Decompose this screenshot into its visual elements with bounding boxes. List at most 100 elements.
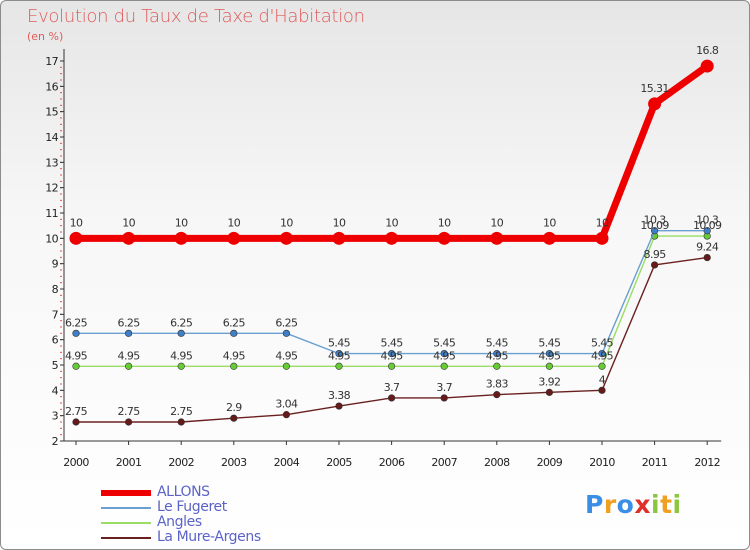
- x-tick-label: 2005: [326, 456, 352, 469]
- y-minor-tick: [60, 92, 62, 94]
- data-point: [542, 231, 556, 245]
- y-minor-tick: [60, 370, 62, 372]
- y-minor-tick: [60, 421, 62, 423]
- data-point: [703, 227, 711, 235]
- data-point: [124, 329, 133, 337]
- legend-swatch: [101, 490, 151, 496]
- data-point: [335, 402, 343, 410]
- data-point: [650, 261, 659, 269]
- y-minor-tick: [60, 434, 62, 436]
- y-tick-label: 3: [52, 410, 59, 423]
- data-point: [388, 362, 396, 370]
- data-point: [440, 350, 448, 358]
- data-point: [69, 231, 83, 245]
- y-tick-label: 5: [52, 359, 59, 372]
- y-minor-tick: [60, 199, 62, 201]
- y-minor-tick: [60, 427, 62, 429]
- y-minor-tick: [60, 149, 62, 151]
- y-minor-tick: [60, 256, 62, 258]
- y-minor-tick: [60, 98, 62, 100]
- data-label: 4: [599, 373, 606, 386]
- data-label: 2.75: [118, 405, 141, 418]
- legend-label: ALLONS: [157, 484, 210, 500]
- data-label: 10: [333, 216, 346, 229]
- data-label: 5.45: [591, 337, 614, 350]
- y-minor-tick: [60, 282, 62, 284]
- data-point: [648, 97, 662, 111]
- data-point: [72, 329, 80, 337]
- legend-label: La Mure-Argens: [157, 529, 261, 545]
- y-minor-tick: [60, 104, 62, 106]
- legend-swatch: [101, 522, 151, 524]
- data-label: 3.7: [436, 381, 452, 394]
- y-minor-tick: [60, 351, 62, 353]
- data-label: 5.45: [433, 337, 456, 350]
- data-point: [177, 329, 185, 337]
- y-minor-tick: [60, 218, 62, 220]
- data-point: [279, 231, 293, 245]
- y-minor-tick: [60, 402, 62, 404]
- data-label: 10: [543, 216, 556, 229]
- y-tick-label: 15: [45, 106, 58, 119]
- data-label: 4.95: [170, 349, 193, 362]
- y-minor-tick: [60, 332, 62, 334]
- legend-item: La Mure-Argens: [101, 529, 361, 545]
- data-label: 5.45: [538, 337, 561, 350]
- data-point: [493, 362, 501, 370]
- data-point: [437, 231, 451, 245]
- data-point: [282, 329, 291, 337]
- y-minor-tick: [60, 269, 62, 271]
- data-point: [490, 231, 504, 245]
- data-point: [282, 362, 291, 370]
- data-label: 10.09: [640, 219, 669, 232]
- x-tick-label: 2004: [274, 456, 300, 469]
- data-point: [230, 362, 238, 370]
- data-point: [122, 231, 136, 245]
- y-tick-label: 4: [52, 384, 59, 397]
- data-label: 2.75: [65, 405, 88, 418]
- data-label: 3.83: [486, 378, 509, 391]
- data-point: [493, 350, 501, 358]
- data-label: 4.95: [328, 349, 351, 362]
- data-label: 4.95: [433, 349, 456, 362]
- chart-legend: ALLONS Le Fugeret Angles La Mure-Argens: [101, 484, 361, 545]
- y-minor-tick: [60, 73, 62, 75]
- logo-letter: r: [603, 490, 617, 519]
- y-minor-tick: [60, 408, 62, 410]
- data-label: 6.25: [170, 316, 193, 329]
- y-minor-tick: [60, 66, 62, 68]
- data-label: 10: [227, 216, 240, 229]
- data-point: [282, 411, 291, 419]
- data-label: 3.7: [384, 381, 400, 394]
- data-label: 4.95: [118, 349, 141, 362]
- y-minor-tick: [60, 244, 62, 246]
- y-minor-tick: [60, 326, 62, 328]
- y-tick-label: 2: [52, 435, 58, 448]
- data-label: 4.95: [65, 349, 88, 362]
- data-label: 9.24: [696, 241, 719, 254]
- data-label: 10: [175, 216, 188, 229]
- data-point: [230, 329, 238, 337]
- data-point: [72, 362, 80, 370]
- y-minor-tick: [60, 193, 62, 195]
- data-label: 10: [438, 216, 451, 229]
- y-minor-tick: [60, 396, 62, 398]
- logo-letter: o: [616, 490, 635, 519]
- data-label: 10.3: [644, 214, 667, 227]
- y-minor-tick: [60, 250, 62, 252]
- data-label: 2.9: [226, 401, 242, 414]
- legend-label: Le Fugeret: [157, 499, 227, 515]
- y-minor-tick: [60, 142, 62, 144]
- data-point: [388, 350, 396, 358]
- data-point: [177, 362, 185, 370]
- data-point: [493, 391, 501, 399]
- logo-letter: i: [672, 490, 682, 519]
- data-label: 10.09: [693, 219, 722, 232]
- y-tick-label: 14: [45, 131, 58, 144]
- proxiti-logo: Proxiti: [585, 490, 682, 519]
- y-minor-tick: [60, 307, 62, 309]
- y-minor-tick: [60, 345, 62, 347]
- data-label: 8.95: [644, 248, 667, 261]
- data-point: [545, 350, 554, 358]
